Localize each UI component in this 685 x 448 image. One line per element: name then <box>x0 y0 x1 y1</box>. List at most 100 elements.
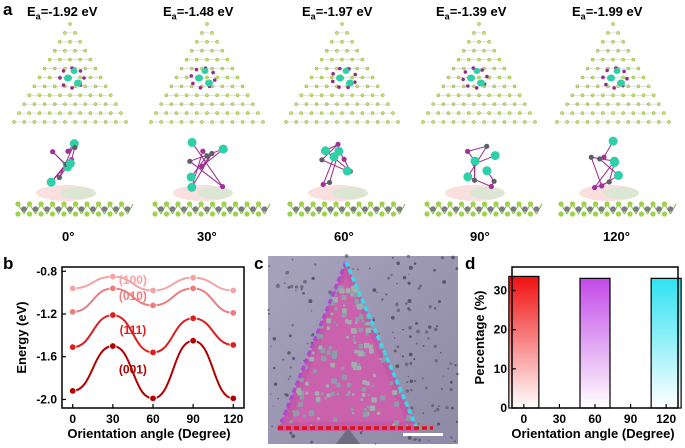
lattice-atom <box>230 66 235 71</box>
island <box>363 342 370 349</box>
secondary-flake <box>336 428 360 444</box>
cluster-atom-side <box>326 179 333 186</box>
island <box>313 369 317 374</box>
speckle <box>407 281 411 285</box>
speckle <box>295 289 297 292</box>
charge-density <box>332 187 368 199</box>
speckle <box>433 410 437 413</box>
cluster-atom-side <box>606 179 612 185</box>
island <box>305 391 309 395</box>
cluster-atom-cyan <box>613 68 621 74</box>
substrate-metal <box>21 206 27 212</box>
speckle <box>270 345 272 348</box>
magenta-edge <box>276 261 348 432</box>
island <box>304 381 309 386</box>
substrate-atom <box>175 211 181 217</box>
speckle <box>410 388 413 392</box>
lattice-atom <box>88 57 93 62</box>
cluster-atom <box>471 66 476 70</box>
island <box>298 402 303 407</box>
island <box>406 415 412 422</box>
island <box>352 412 355 415</box>
speckle <box>308 299 313 304</box>
cluster-atom-side <box>613 170 623 180</box>
speckle <box>267 308 270 312</box>
speckle <box>310 440 313 444</box>
lattice-atom <box>124 120 128 124</box>
substrate-atom <box>26 211 33 217</box>
island <box>393 420 399 426</box>
island <box>336 392 340 396</box>
speckle <box>352 268 355 270</box>
speckle <box>415 322 419 325</box>
cluster-atom <box>331 72 335 76</box>
substrate-atom <box>163 201 170 207</box>
lattice-atom <box>119 111 123 115</box>
speckle <box>407 307 410 310</box>
substrate-atom <box>650 211 656 217</box>
substrate-atom <box>287 211 293 217</box>
speckle <box>328 290 332 295</box>
substrate-atom <box>118 201 125 207</box>
x-axis-label: Orientation angle (Degree) <box>67 426 230 441</box>
substrate-atom <box>493 211 499 217</box>
speckle <box>409 362 413 365</box>
series-point-0 <box>229 286 237 295</box>
substrate-atom <box>244 201 250 207</box>
substrate-atom <box>356 201 362 207</box>
charge-density <box>36 185 96 201</box>
bar-120 <box>650 277 682 409</box>
substrate-atom <box>232 201 239 207</box>
cluster-atom <box>604 82 608 87</box>
lattice-atom <box>245 93 250 98</box>
speckle <box>270 393 272 395</box>
substrate-atom <box>61 211 67 217</box>
lattice-atom <box>646 84 651 89</box>
cluster-atom <box>463 70 468 74</box>
cluster-atom-side <box>491 178 497 184</box>
speckle <box>454 363 457 367</box>
substrate-atom <box>321 201 328 207</box>
speckle <box>424 386 428 390</box>
speckle <box>303 280 307 284</box>
y-tick-label: -1.2 <box>36 307 57 321</box>
island <box>363 407 367 411</box>
substrate-metal <box>90 206 96 212</box>
lattice-atom <box>365 66 370 71</box>
substrate-metal <box>204 206 210 212</box>
substrate-atom <box>424 211 430 217</box>
lattice-atom <box>235 75 240 80</box>
speckle <box>449 380 453 384</box>
speckle <box>451 406 454 410</box>
substrate-metal <box>215 206 222 212</box>
y-tick-label: 10 <box>494 362 508 376</box>
island <box>376 411 381 415</box>
optical-micrograph <box>267 254 459 445</box>
substrate-metal <box>510 206 517 212</box>
substrate-atom <box>581 201 587 207</box>
lattice-atom <box>651 93 656 98</box>
cluster-atom-cyan <box>205 79 213 87</box>
cluster-bond <box>189 160 223 187</box>
speckle <box>284 282 286 285</box>
lattice-atom <box>215 40 219 44</box>
island <box>339 288 345 294</box>
speckle <box>439 351 442 354</box>
cluster-atom <box>61 83 66 87</box>
substrate-atom <box>15 211 21 217</box>
substrate-metal <box>192 206 199 212</box>
lattice-atom <box>78 40 82 44</box>
cluster-atom-side <box>464 148 471 154</box>
substrate-atom <box>516 211 522 217</box>
speckle <box>268 265 271 268</box>
speckle <box>289 431 293 435</box>
substrate-atom <box>186 201 193 207</box>
speckle <box>407 436 412 440</box>
cluster-atom <box>605 68 609 73</box>
speckle <box>378 332 380 335</box>
island <box>365 327 372 334</box>
speckle <box>277 397 279 400</box>
cluster-atom <box>61 69 66 73</box>
x-tick-label: 0 <box>69 412 76 426</box>
